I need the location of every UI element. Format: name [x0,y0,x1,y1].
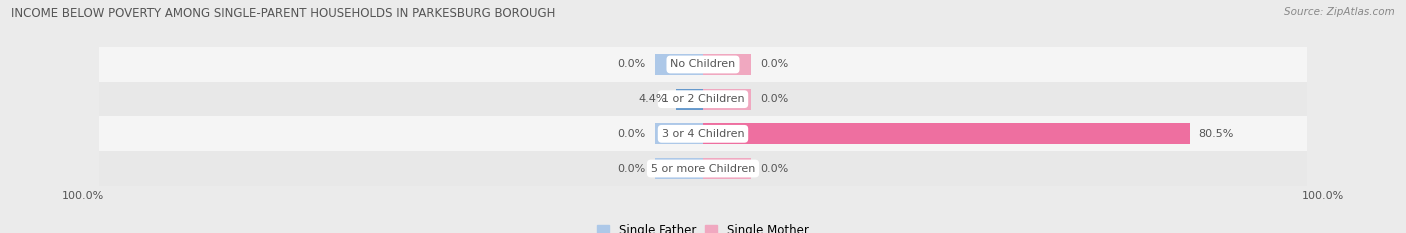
Bar [703,158,751,179]
Legend: Single Father, Single Mother: Single Father, Single Mother [598,224,808,233]
Bar [98,47,1308,82]
Bar [655,158,703,179]
Bar [703,89,751,110]
Text: 0.0%: 0.0% [617,129,645,139]
Bar [703,123,1189,144]
Text: 0.0%: 0.0% [761,164,789,174]
Text: Source: ZipAtlas.com: Source: ZipAtlas.com [1284,7,1395,17]
Bar [98,82,1308,116]
Bar [655,123,703,144]
Text: 100.0%: 100.0% [62,191,104,201]
Text: 5 or more Children: 5 or more Children [651,164,755,174]
Text: 0.0%: 0.0% [617,59,645,69]
Text: 0.0%: 0.0% [761,94,789,104]
Bar [676,89,703,110]
Text: No Children: No Children [671,59,735,69]
Text: 4.4%: 4.4% [638,94,668,104]
Text: 100.0%: 100.0% [1302,191,1344,201]
Text: 80.5%: 80.5% [1199,129,1234,139]
Text: 1 or 2 Children: 1 or 2 Children [662,94,744,104]
Bar [98,151,1308,186]
Text: 0.0%: 0.0% [617,164,645,174]
Text: INCOME BELOW POVERTY AMONG SINGLE-PARENT HOUSEHOLDS IN PARKESBURG BOROUGH: INCOME BELOW POVERTY AMONG SINGLE-PARENT… [11,7,555,20]
Bar [703,54,751,75]
Bar [655,54,703,75]
Bar [98,116,1308,151]
Text: 3 or 4 Children: 3 or 4 Children [662,129,744,139]
Text: 0.0%: 0.0% [761,59,789,69]
